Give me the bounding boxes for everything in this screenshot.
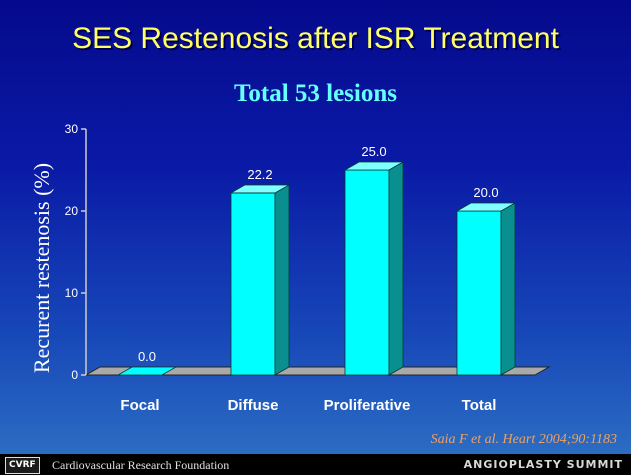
bar xyxy=(116,366,178,376)
bar-top xyxy=(455,202,517,212)
bar-front xyxy=(344,169,390,376)
bar-side xyxy=(274,184,290,376)
footer-foundation: Cardiovascular Research Foundation xyxy=(52,458,230,472)
footer-bar xyxy=(0,454,631,475)
bar-side xyxy=(388,161,404,376)
citation: Saia F et al. Heart 2004;90:1183 xyxy=(430,432,617,447)
bar-side xyxy=(500,202,516,376)
y-tick-label: 20 xyxy=(65,204,79,218)
chart-subtitle: Total 53 lesions xyxy=(233,80,397,107)
bar-top xyxy=(116,366,178,376)
y-tick-label: 0 xyxy=(71,368,78,382)
bar xyxy=(343,161,405,376)
y-axis: 0 10 20 30 xyxy=(65,122,87,382)
slide-title: SES Restenosis after ISR Treatment xyxy=(72,22,559,55)
bar-front xyxy=(456,210,502,376)
bar-top xyxy=(229,184,291,194)
x-axis-categories: Focal Diffuse Proliferative Total xyxy=(120,397,496,414)
footer-event: ANGIOPLASTY SUMMIT xyxy=(463,458,623,471)
bar-front xyxy=(230,192,276,376)
y-tick-label: 10 xyxy=(65,286,79,300)
bar xyxy=(455,202,517,376)
data-label: 20.0 xyxy=(473,185,498,200)
y-tick-label: 30 xyxy=(65,122,79,136)
data-label: 0.0 xyxy=(138,349,156,364)
bar-top xyxy=(343,161,405,171)
bars xyxy=(116,161,517,376)
bar xyxy=(229,184,291,376)
x-category-label: Total xyxy=(462,397,497,414)
data-label: 25.0 xyxy=(361,144,386,159)
data-label: 22.2 xyxy=(247,167,272,182)
x-category-label: Proliferative xyxy=(324,397,411,414)
cvrf-logo: CVRF xyxy=(5,457,40,474)
x-category-label: Diffuse xyxy=(228,397,279,414)
data-labels: 0.0 22.2 25.0 20.0 xyxy=(138,144,499,364)
x-category-label: Focal xyxy=(120,397,159,414)
